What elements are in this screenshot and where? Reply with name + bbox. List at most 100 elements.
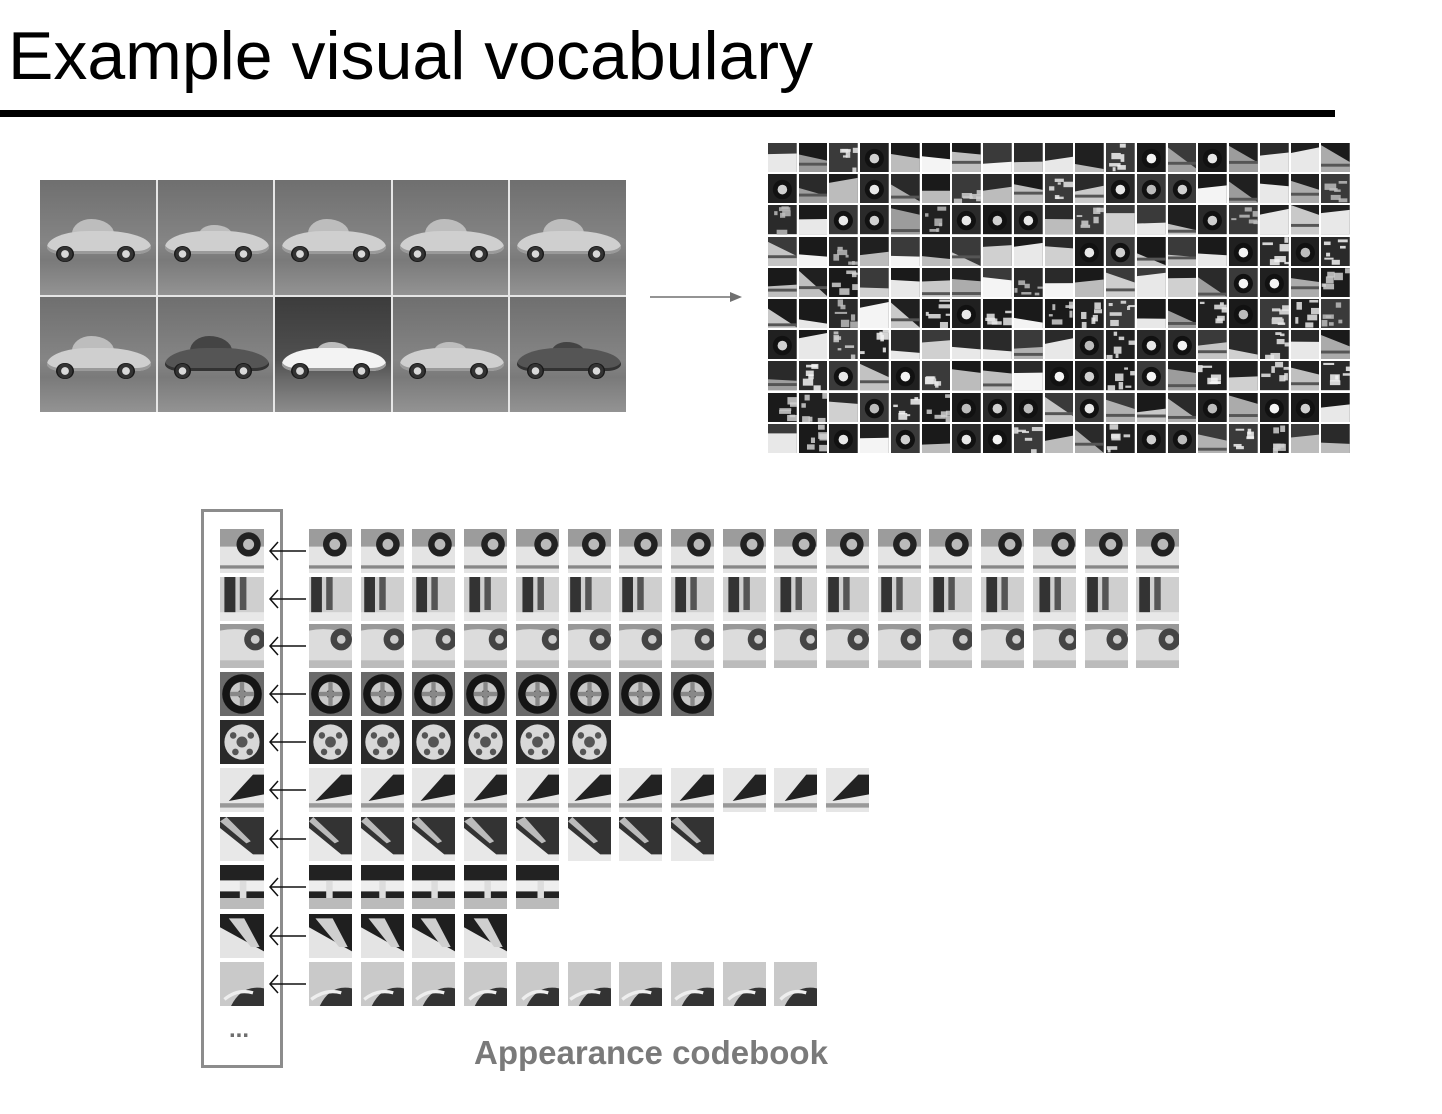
image-patch xyxy=(1290,330,1320,360)
car-roof xyxy=(552,341,585,353)
image-patch xyxy=(1044,267,1074,297)
image-patch xyxy=(860,267,889,297)
image-patch xyxy=(860,330,889,360)
car-roof xyxy=(434,341,467,353)
cluster-member-patch xyxy=(515,720,559,764)
image-patch xyxy=(1259,236,1289,266)
training-image xyxy=(157,297,274,412)
cluster-member-patch xyxy=(412,817,456,861)
car-wheel xyxy=(56,362,74,379)
cluster-member-patch xyxy=(309,817,352,861)
cluster-center-patch xyxy=(220,720,264,764)
codebook-caption: Appearance codebook xyxy=(474,1034,828,1071)
image-patch xyxy=(890,423,920,453)
image-patch xyxy=(952,299,982,329)
image-patch xyxy=(1075,267,1105,297)
cluster-member-patch xyxy=(515,577,559,621)
image-patch xyxy=(798,205,828,235)
image-patch xyxy=(768,330,797,360)
cluster-member-patch xyxy=(515,768,559,812)
image-patch xyxy=(768,267,797,297)
image-patch xyxy=(1075,174,1105,204)
cluster-member-patch xyxy=(515,529,559,573)
car-wheel xyxy=(408,245,427,262)
image-patch xyxy=(983,330,1012,360)
codebook-ellipsis: ... xyxy=(229,1016,250,1043)
cluster-member-patch xyxy=(515,624,564,668)
image-patch xyxy=(798,143,828,173)
arrow-left-icon xyxy=(268,926,306,946)
image-patch xyxy=(798,174,828,204)
title-rule xyxy=(0,110,1335,117)
image-patch xyxy=(983,392,1012,422)
car-wheel xyxy=(117,362,135,379)
cluster-member-patch xyxy=(670,577,714,621)
image-patch xyxy=(1290,392,1320,422)
image-patch xyxy=(1259,205,1289,235)
image-patch xyxy=(1198,174,1228,204)
cluster-member-patch xyxy=(567,962,611,1006)
car-roof xyxy=(199,224,232,236)
arrow-left-icon xyxy=(268,636,306,656)
image-patch xyxy=(1136,361,1166,391)
image-patch xyxy=(1106,267,1135,297)
image-patch xyxy=(1167,392,1197,422)
image-patch xyxy=(1321,174,1350,204)
cluster-member-patch xyxy=(1136,529,1180,573)
car-wheel xyxy=(173,245,192,262)
cluster-member-patch xyxy=(722,768,766,812)
cluster-member-patch xyxy=(774,529,818,573)
image-patch xyxy=(1106,299,1135,329)
training-image xyxy=(275,180,391,295)
cluster-member-patch xyxy=(360,624,405,668)
image-patch xyxy=(768,143,797,173)
image-patch xyxy=(1106,143,1135,173)
image-patch xyxy=(1290,361,1320,391)
cluster-member-patch xyxy=(567,768,611,812)
cluster-member-patch xyxy=(981,577,1025,621)
image-patch xyxy=(1321,267,1350,297)
cluster-member-patch xyxy=(877,577,921,621)
image-patch xyxy=(798,299,828,329)
car-wheel xyxy=(587,362,606,379)
car-wheel xyxy=(352,362,370,379)
image-patch xyxy=(1106,361,1135,391)
image-patch xyxy=(1229,392,1258,422)
image-patch xyxy=(1198,267,1228,297)
cluster-member-patch xyxy=(826,624,869,668)
image-patch xyxy=(1167,423,1197,453)
cluster-member-patch xyxy=(464,672,508,716)
cluster-member-patch xyxy=(360,720,404,764)
cluster-member-patch xyxy=(515,672,559,716)
image-patch xyxy=(860,392,889,422)
image-patch xyxy=(890,267,920,297)
image-patch xyxy=(1136,392,1166,422)
image-patch xyxy=(952,236,982,266)
image-patch xyxy=(1259,330,1289,360)
cluster-member-patch xyxy=(360,914,404,958)
cluster-member-patch xyxy=(464,768,508,812)
image-patch xyxy=(1229,267,1258,297)
image-patch xyxy=(1321,236,1350,266)
image-patch xyxy=(1290,205,1320,235)
image-patch xyxy=(1013,174,1043,204)
car-wheel xyxy=(173,362,192,379)
image-patch xyxy=(1198,423,1228,453)
cluster-member-patch xyxy=(826,529,869,573)
image-patch xyxy=(890,361,920,391)
image-patch xyxy=(1290,143,1320,173)
arrow-left-icon xyxy=(268,780,306,800)
codebook-row xyxy=(220,817,1180,861)
image-patch xyxy=(890,299,920,329)
cluster-member-patch xyxy=(309,577,352,621)
image-patch xyxy=(983,205,1012,235)
arrow-left-icon xyxy=(268,684,306,704)
image-patch xyxy=(829,174,859,204)
image-patch xyxy=(1075,299,1105,329)
cluster-member-patch xyxy=(1136,624,1181,668)
cluster-member-patch xyxy=(1084,529,1128,573)
image-patch xyxy=(983,267,1012,297)
image-patch xyxy=(1106,330,1135,360)
cluster-member-patch xyxy=(412,672,456,716)
image-patch xyxy=(952,423,982,453)
